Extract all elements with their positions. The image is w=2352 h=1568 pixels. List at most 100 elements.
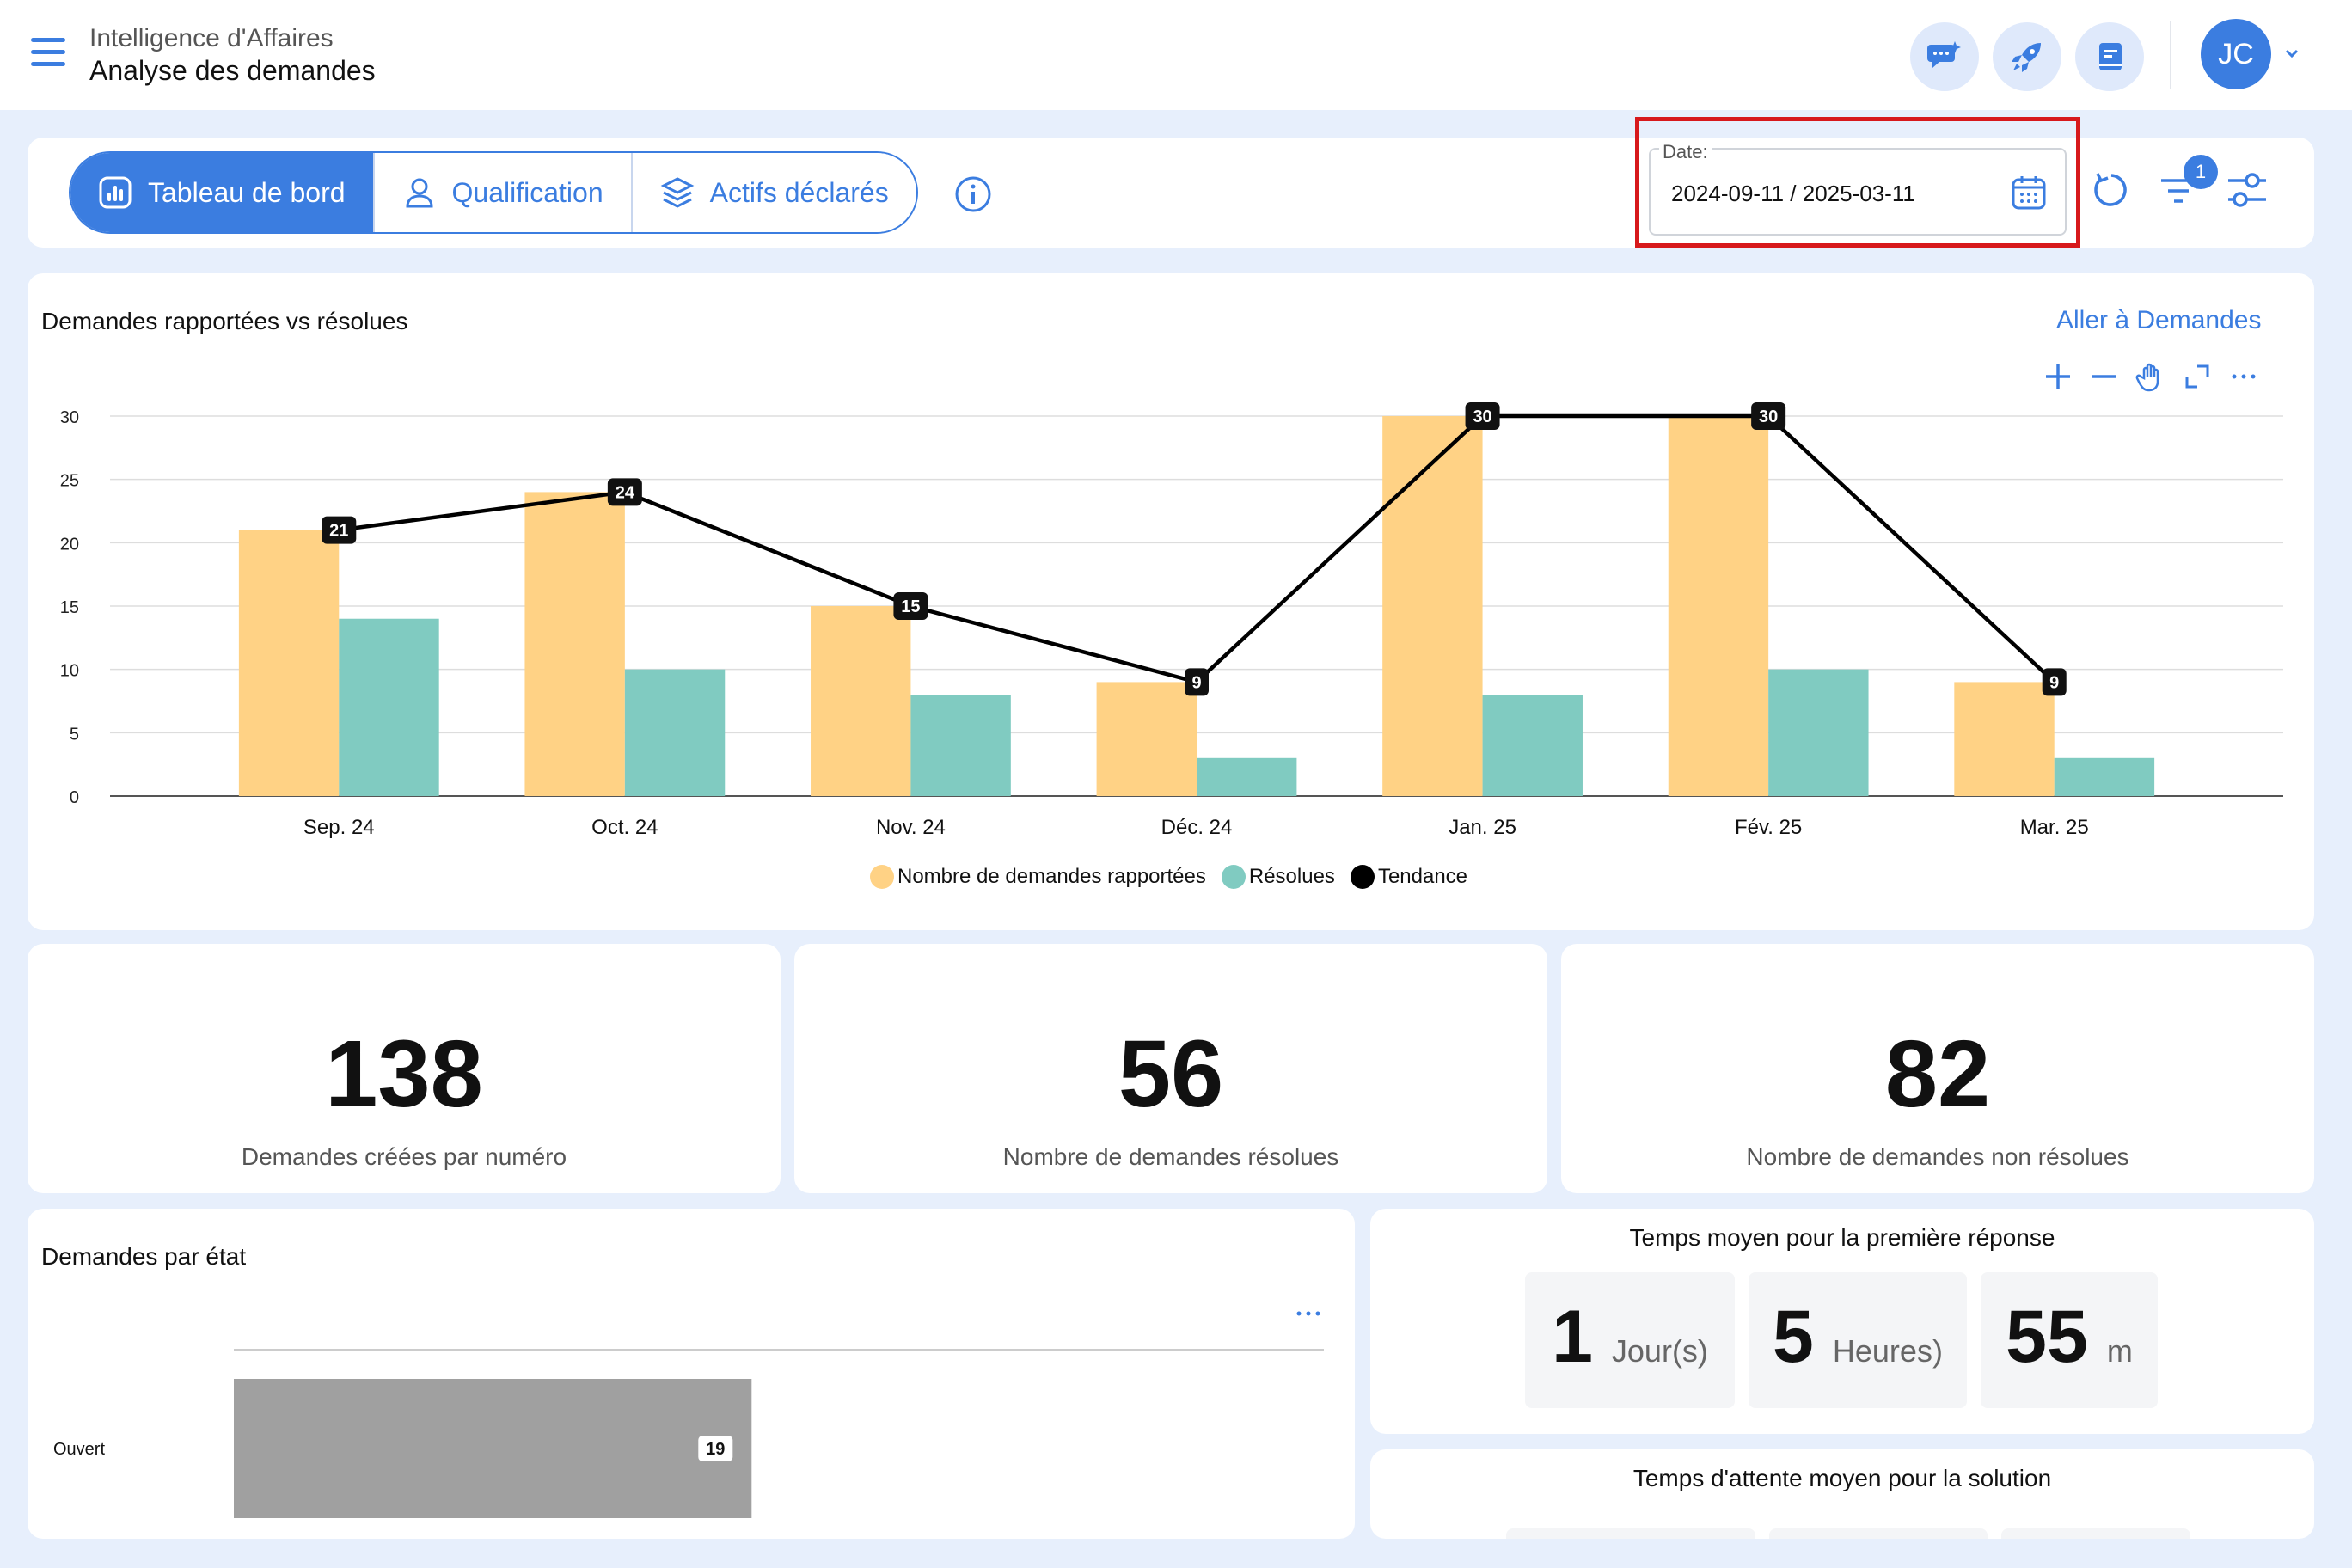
bar-resolved [2054, 757, 2155, 796]
legend-dot [870, 865, 894, 889]
solution-wait-card: Temps d'attente moyen pour la solution [1370, 1449, 2314, 1539]
view-tabs: Tableau de bord Qualification Actifs déc… [69, 151, 918, 234]
state-value-label: 19 [706, 1440, 725, 1459]
go-to-demandes-link[interactable]: Aller à Demandes [2056, 306, 2262, 334]
stat-card-created: 138 Demandes créées par numéro [28, 944, 781, 1193]
minutes-value: 55 [2006, 1295, 2088, 1378]
more-options-icon[interactable] [2228, 361, 2259, 392]
hours-value: 5 [1773, 1295, 1814, 1378]
bar-resolved [624, 669, 726, 796]
y-tick-label: 30 [60, 408, 79, 427]
chevron-down-icon[interactable] [2282, 43, 2302, 64]
trend-point-label: 15 [901, 597, 920, 616]
filter-count-badge: 1 [2184, 155, 2218, 189]
trend-point-label: 21 [329, 522, 348, 541]
wait-days-box [1506, 1528, 1755, 1539]
zoom-out-icon[interactable] [2089, 361, 2120, 392]
x-tick-label: Oct. 24 [591, 816, 658, 839]
reported-vs-resolved-chart: 0 5 10 15 20 25 30 Sep. 24 Oct. 24 Nov. 24 Déc. 24… [60, 402, 2283, 839]
bar-reported [524, 492, 625, 796]
x-tick-label: Déc. 24 [1161, 816, 1233, 839]
state-category-label: Ouvert [53, 1440, 105, 1459]
reported-vs-resolved-card [28, 273, 2314, 930]
x-tick-label: Fév. 25 [1735, 816, 1802, 839]
zoom-in-icon[interactable] [2043, 361, 2073, 392]
book-icon [2099, 43, 2122, 70]
trend-point-label-bg [1185, 668, 1209, 696]
legend-item-resolved[interactable]: Résolues [1221, 865, 1335, 889]
tab-label: Qualification [451, 176, 603, 208]
state-bar [234, 1379, 752, 1518]
stat-value: 82 [1884, 1021, 1991, 1127]
tab-label: Actifs déclarés [709, 176, 889, 208]
ai-chat-icon [1927, 41, 1961, 68]
refresh-icon[interactable] [2091, 170, 2130, 210]
hamburger-menu-icon[interactable] [31, 38, 65, 69]
legend-item-trend[interactable]: Tendance [1350, 865, 1468, 889]
trend-point-label: 30 [1473, 407, 1491, 426]
chart-toolbar [2043, 361, 2259, 392]
x-tick-label: Nov. 24 [876, 816, 946, 839]
tab-actifs-declares[interactable]: Actifs déclarés [632, 153, 916, 232]
user-avatar[interactable]: JC [2201, 19, 2271, 89]
tab-label: Tableau de bord [148, 176, 346, 208]
trend-point-label-bg [2042, 668, 2067, 696]
bar-reported [1382, 416, 1483, 796]
bar-resolved [1197, 757, 1297, 796]
x-tick-label: Jan. 25 [1449, 816, 1516, 839]
legend-item-reported[interactable]: Nombre de demandes rapportées [870, 865, 1206, 889]
days-value: 1 [1552, 1295, 1593, 1378]
tab-tableau-de-bord[interactable]: Tableau de bord [70, 153, 375, 232]
ai-chat-button[interactable] [1910, 22, 1979, 91]
date-range-field[interactable]: Date: 2024-09-11 / 2025-03-11 [1649, 141, 2067, 236]
calendar-icon[interactable] [2010, 174, 2048, 211]
legend-dot [1221, 865, 1246, 889]
tab-qualification[interactable]: Qualification [374, 153, 633, 232]
bar-resolved [1482, 695, 1583, 796]
stat-label: Nombre de demandes non résolues [1746, 1143, 2129, 1170]
more-options-icon[interactable] [1293, 1303, 1324, 1324]
solution-wait-title: Temps d'attente moyen pour la solution [1632, 1465, 2052, 1491]
documentation-button[interactable] [2075, 22, 2144, 91]
trend-point-label: 9 [2049, 673, 2059, 692]
trend-point-label: 24 [616, 483, 635, 502]
stat-label: Demandes créées par numéro [241, 1143, 567, 1170]
trend-point-label: 9 [1191, 673, 1201, 692]
bar-resolved [339, 618, 439, 796]
header-divider [2170, 21, 2171, 89]
y-tick-label: 15 [60, 598, 79, 617]
fullscreen-icon[interactable] [2182, 361, 2213, 392]
bar-reported [238, 530, 340, 796]
bar-reported [1096, 682, 1197, 796]
trend-point-label-bg [607, 478, 642, 506]
page-title: Analyse des demandes [89, 55, 376, 86]
stat-value: 56 [1118, 1021, 1224, 1127]
state-value-label-bg [698, 1436, 733, 1461]
x-tick-label: Mar. 25 [2020, 816, 2089, 839]
stat-card-unresolved: 82 Nombre de demandes non résolues [1561, 944, 2314, 1193]
y-tick-label: 5 [70, 725, 79, 744]
pan-hand-icon[interactable] [2135, 361, 2166, 392]
trend-point-label-bg [1465, 402, 1500, 430]
trend-point-label-bg [1751, 402, 1786, 430]
chart-title: Demandes rapportées vs résolues [41, 308, 408, 334]
minutes-unit: m [2106, 1333, 2133, 1369]
legend-label: Tendance [1377, 865, 1468, 888]
info-icon[interactable] [954, 175, 992, 213]
date-range-value: 2024-09-11 / 2025-03-11 [1671, 181, 1915, 206]
user-icon [406, 178, 433, 208]
date-field-highlight [1635, 117, 2080, 248]
state-card-title: Demandes par état [41, 1243, 247, 1270]
wait-minutes-box [2001, 1528, 2190, 1539]
rocket-button[interactable] [1993, 22, 2061, 91]
y-tick-label: 10 [60, 662, 79, 681]
bar-resolved [910, 695, 1011, 796]
legend-dot [1350, 865, 1375, 889]
bar-resolved [1768, 669, 1869, 796]
legend-label: Nombre de demandes rapportées [897, 865, 1206, 888]
sliders-icon[interactable] [2226, 170, 2268, 211]
top-bar: Intelligence d'Affaires Analyse des dema… [0, 0, 2352, 110]
y-tick-label: 20 [60, 535, 79, 554]
bar-reported [1954, 682, 2055, 796]
wait-hours-box [1769, 1528, 1988, 1539]
